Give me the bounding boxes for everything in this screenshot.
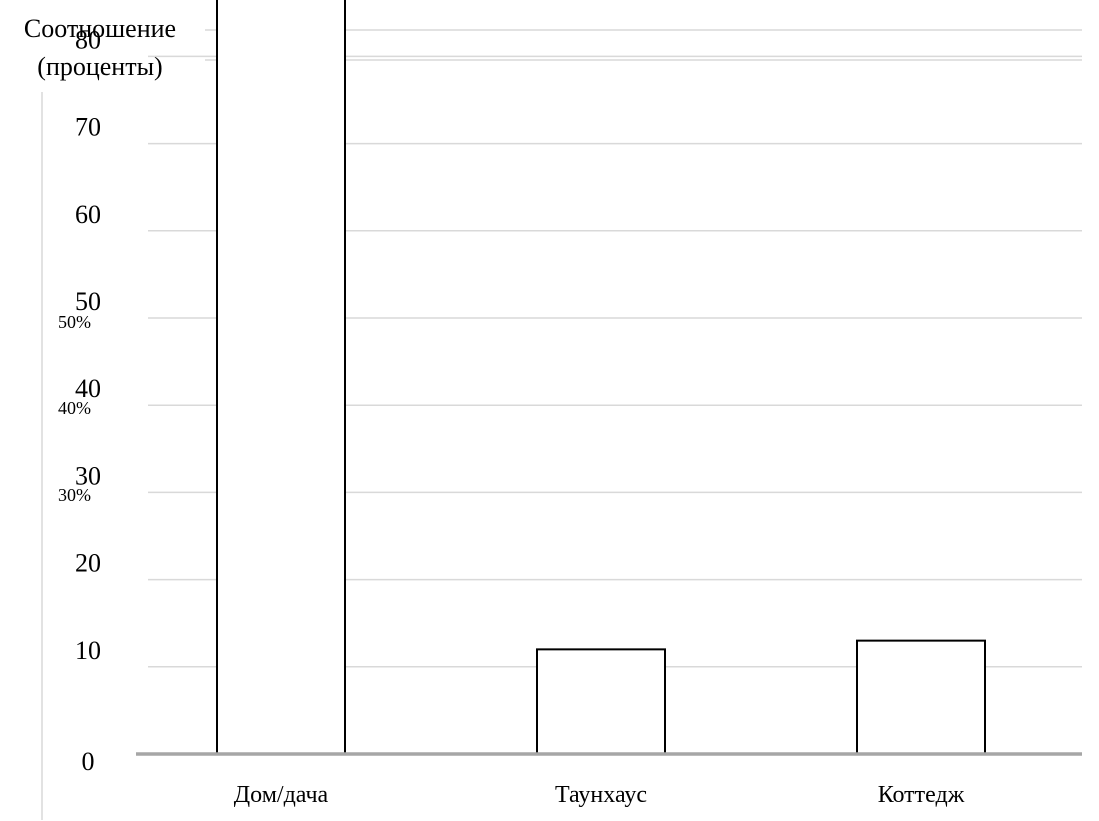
y-tick-label-70: 70	[75, 113, 101, 142]
y-tick-label-80: 80	[75, 25, 101, 54]
x-tick-label-2: Таунхаус	[555, 782, 647, 808]
y-axis-label-line-2: (проценты)	[37, 52, 163, 81]
y-tick-label-10: 10	[75, 636, 101, 665]
y-tick-label-40: 40	[75, 374, 101, 403]
y-axis-label-line-1: Соотношение	[23, 14, 177, 43]
bar-1	[216, 0, 346, 756]
y-tick-label-0: 0	[82, 747, 95, 776]
y-tick-label-30: 30	[75, 461, 101, 490]
x-tick-label-1: Дом/дача	[234, 782, 329, 808]
bar-2	[536, 648, 666, 755]
y-tick-label-60: 60	[75, 200, 101, 229]
stray-tick-label-50: 50%	[58, 312, 91, 332]
y-tick-label-20: 20	[75, 549, 101, 578]
bar-3	[856, 639, 986, 756]
stray-tick-label-30: 30%	[58, 485, 91, 505]
stray-tick-label-40: 40%	[58, 398, 91, 418]
y-tick-label-50: 50	[75, 287, 101, 316]
x-tick-label-3: Коттедж	[878, 782, 965, 808]
